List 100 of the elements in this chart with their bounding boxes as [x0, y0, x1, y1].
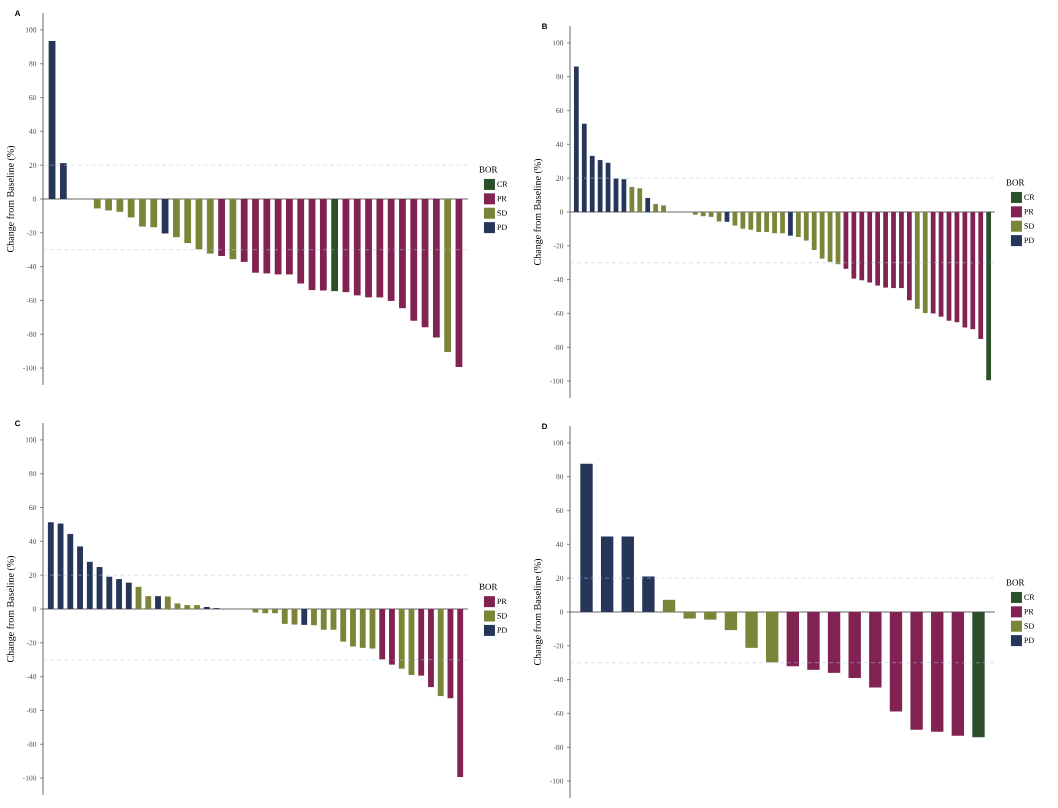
bar — [105, 198, 112, 211]
bar — [724, 611, 738, 631]
bar — [772, 211, 777, 234]
bar — [263, 198, 271, 274]
bar — [218, 198, 225, 256]
bar — [47, 522, 54, 609]
legend-title: BOR — [1006, 179, 1025, 186]
bar — [203, 606, 210, 609]
bar — [573, 66, 579, 212]
bar — [597, 160, 603, 212]
bar — [86, 561, 93, 609]
bar — [240, 198, 248, 262]
bar — [379, 608, 386, 660]
bar — [869, 611, 882, 688]
bar — [418, 608, 425, 676]
bar — [93, 198, 101, 209]
bar — [184, 605, 191, 609]
bar — [637, 188, 643, 212]
bar — [780, 211, 785, 234]
bar — [889, 611, 903, 712]
bar — [708, 211, 714, 217]
bar — [642, 576, 655, 612]
bar — [127, 198, 135, 218]
bar — [387, 198, 395, 301]
bar — [951, 611, 965, 736]
bar — [281, 608, 288, 624]
legend-label: PR — [1024, 608, 1034, 615]
legend-label: SD — [497, 613, 507, 619]
bar — [986, 211, 992, 381]
legend-label: PD — [1024, 637, 1034, 643]
bar — [184, 198, 192, 244]
bar — [311, 608, 317, 626]
bar — [972, 611, 985, 738]
bar — [748, 211, 754, 230]
bar — [59, 163, 67, 199]
bar — [661, 205, 666, 212]
bar — [164, 596, 171, 609]
bar — [125, 582, 132, 609]
bar — [906, 211, 912, 301]
bar — [883, 211, 888, 288]
legend-label: PR — [497, 598, 507, 605]
bar — [621, 536, 634, 612]
bar — [319, 198, 327, 291]
bar — [410, 198, 418, 321]
bar — [194, 605, 200, 609]
bar — [848, 611, 861, 679]
bar — [150, 198, 158, 228]
bar — [645, 197, 651, 212]
y-axis-title: Change from Baseline (%) — [533, 158, 543, 266]
bar — [320, 608, 327, 630]
bar — [340, 608, 347, 642]
legend-label: CR — [1024, 594, 1035, 600]
bar — [399, 198, 406, 309]
bar — [931, 611, 944, 732]
bar — [788, 211, 793, 236]
bar — [297, 198, 305, 284]
bar — [106, 576, 113, 609]
bar — [811, 211, 817, 251]
bar — [867, 211, 873, 283]
bar — [432, 198, 440, 338]
bar — [67, 533, 74, 609]
bar — [692, 211, 698, 215]
legend-label: SD — [1024, 623, 1034, 629]
bar — [819, 211, 825, 259]
bar — [914, 211, 920, 309]
legend-label: CR — [497, 181, 508, 187]
bar — [600, 536, 614, 612]
legend-label: SD — [1024, 223, 1034, 229]
bar — [970, 211, 976, 330]
bar — [286, 198, 293, 275]
bar — [145, 596, 152, 609]
legend-label: PR — [1024, 208, 1034, 215]
bar — [930, 211, 936, 314]
bar — [262, 608, 269, 614]
bar — [589, 155, 595, 212]
bar — [428, 608, 434, 688]
bar — [331, 198, 339, 292]
bar — [851, 211, 857, 279]
legend-title: BOR — [479, 166, 498, 173]
bar — [795, 211, 801, 238]
bar — [206, 198, 214, 254]
bar — [580, 463, 593, 612]
bar — [629, 186, 635, 212]
bar — [910, 611, 923, 730]
bar — [962, 211, 968, 328]
chart-title: A — [14, 10, 21, 17]
bar — [766, 611, 779, 663]
legend-label: PD — [497, 627, 507, 633]
bar — [875, 211, 881, 286]
bar — [172, 198, 180, 238]
bar — [174, 603, 181, 609]
chart-title: C — [15, 420, 21, 427]
bar — [376, 198, 384, 298]
bar — [764, 211, 770, 232]
bar — [365, 198, 372, 298]
legend-label: CR — [1024, 194, 1035, 200]
legend-label: PR — [497, 195, 507, 202]
bar — [272, 608, 278, 614]
legend-label: PD — [1024, 237, 1034, 243]
bar — [803, 211, 809, 241]
